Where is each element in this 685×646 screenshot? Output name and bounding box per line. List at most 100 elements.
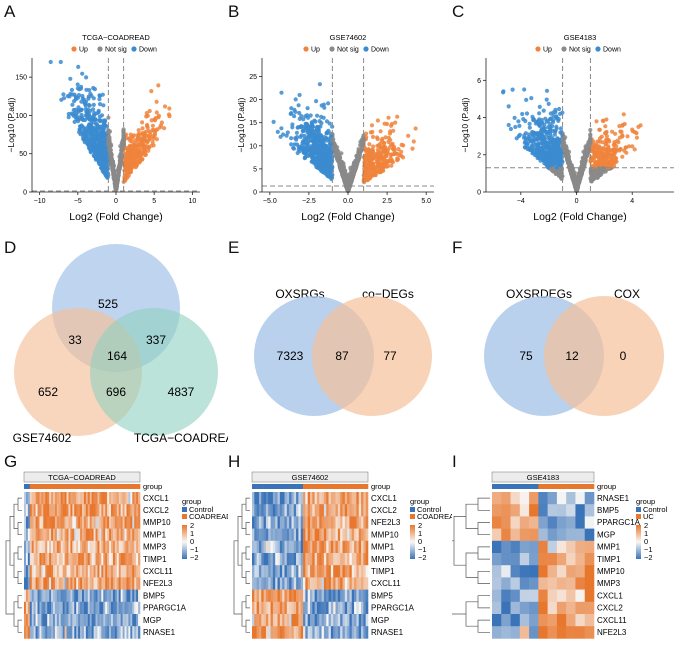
heatmap-cell <box>130 528 133 542</box>
volcano-point <box>381 140 387 145</box>
heatmap-cell <box>58 540 62 554</box>
volcano-point <box>155 127 160 132</box>
volcano-point <box>110 163 115 168</box>
heatmap-cell <box>120 565 123 578</box>
heatmap-cell <box>66 565 69 578</box>
volcano-point <box>130 134 135 139</box>
heatmap-cell <box>31 577 34 590</box>
heatmap-cell <box>134 516 137 529</box>
volcano-point <box>527 125 532 130</box>
volcano-point <box>608 154 613 159</box>
group-annotation-cell <box>24 484 27 489</box>
heatmap-cell <box>116 577 120 590</box>
heatmap-cell <box>60 577 63 590</box>
x-tick-label: 0.0 <box>343 198 353 205</box>
volcano-point <box>97 97 102 102</box>
group-row-label: group <box>143 482 162 491</box>
heatmap-cell <box>134 540 137 554</box>
heatmap-cell <box>68 492 71 505</box>
venn-count: 337 <box>146 333 166 347</box>
heatmap-cell <box>74 528 77 542</box>
heatmap-cell <box>89 504 92 517</box>
volcano-point <box>134 163 139 168</box>
heatmap-cell <box>64 589 67 603</box>
heatmap-cell <box>47 528 50 542</box>
volcano-point <box>634 135 639 140</box>
volcano-point <box>92 87 97 92</box>
volcano-point <box>613 131 618 136</box>
volcano-point <box>93 117 98 122</box>
legend-label: Up <box>543 47 552 54</box>
volcano-point <box>326 101 331 106</box>
heatmap-cell <box>47 589 50 603</box>
volcano-point <box>369 164 374 169</box>
volcano-point <box>83 99 89 104</box>
volcano-point <box>517 123 522 128</box>
volcano-point <box>543 129 548 134</box>
volcano-point <box>516 119 521 124</box>
volcano-point <box>136 139 141 144</box>
heatmap-cell <box>128 540 131 554</box>
volcano-point <box>621 112 626 117</box>
heatmap-cell <box>56 504 60 517</box>
legend-label: Up <box>311 47 320 54</box>
volcano-point <box>316 128 321 133</box>
volcano-point <box>149 89 154 94</box>
volcano-point <box>102 160 107 165</box>
x-tick-label: −10 <box>34 198 46 205</box>
heatmap-cell <box>53 528 56 542</box>
legend-label: Not sig <box>105 47 127 54</box>
heatmap-cell <box>109 528 112 542</box>
heatmap-cell <box>103 492 106 505</box>
group-annotation-cell <box>41 484 44 489</box>
volcano-point <box>145 125 150 130</box>
volcano-point <box>143 129 148 134</box>
x-axis-label: Log2 (Fold Change) <box>301 211 394 223</box>
heatmap-cell <box>132 516 135 529</box>
heatmap-cell <box>103 577 106 590</box>
volcano-point <box>95 132 100 137</box>
volcano-point <box>570 169 575 174</box>
heatmap-cell <box>91 516 94 529</box>
heatmap-cell <box>66 589 69 603</box>
volcano-point <box>612 163 617 168</box>
heatmap-cell <box>58 504 62 517</box>
heatmap-cell <box>118 528 121 542</box>
volcano-point <box>319 121 324 126</box>
heatmap-cell <box>54 601 58 615</box>
heatmap-cell <box>109 492 112 505</box>
volcano-point <box>391 147 396 152</box>
y-tick-label: 100 <box>15 113 27 120</box>
heatmap-cell <box>78 577 81 590</box>
volcano-point <box>381 149 386 154</box>
heatmap-cell <box>76 528 79 542</box>
heatmap-cell <box>62 589 65 603</box>
volcano-point <box>93 121 98 126</box>
volcano-point <box>534 142 539 147</box>
heatmap-cell <box>103 589 106 603</box>
heatmap-cell <box>25 601 29 615</box>
volcano-point <box>84 75 89 80</box>
volcano-point <box>597 136 603 141</box>
heatmap-cell <box>45 516 48 529</box>
legend-label: Not sig <box>569 47 591 54</box>
heatmap-cell <box>122 601 125 615</box>
heatmap-cell <box>89 577 92 590</box>
heatmap-cell <box>138 492 141 505</box>
volcano-point <box>147 134 152 139</box>
venn-set-label: COX <box>614 287 640 301</box>
heatmap-cell <box>93 565 96 578</box>
heatmap-cell <box>29 577 33 590</box>
volcano-point <box>96 152 101 157</box>
heatmap-cell <box>58 577 62 590</box>
heatmap-cell <box>37 601 40 615</box>
panel-label-i: I <box>452 452 457 471</box>
volcano-point <box>299 124 304 129</box>
heatmap-cell <box>54 589 58 603</box>
heatmap-cell <box>99 528 102 542</box>
heatmap-cell <box>109 504 112 517</box>
volcano-point <box>140 126 145 131</box>
volcano-point <box>291 145 296 150</box>
heatmap-cell <box>25 504 29 517</box>
